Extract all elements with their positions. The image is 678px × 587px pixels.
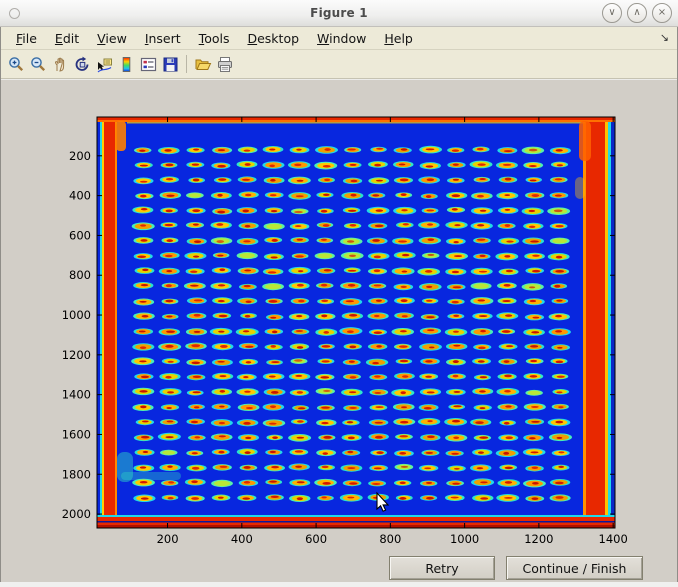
window-controls: ∨ ∧ × xyxy=(602,3,672,23)
y-tick-label: 1800 xyxy=(62,467,91,481)
toolbar xyxy=(1,50,677,79)
window-title: Figure 1 xyxy=(310,6,368,20)
y-tick-label: 800 xyxy=(69,268,91,282)
colorbar-icon xyxy=(122,56,130,72)
maximize-button[interactable]: ∧ xyxy=(627,3,647,23)
y-tick-label: 400 xyxy=(69,189,91,203)
x-tick-label: 1000 xyxy=(450,532,479,546)
menu-item-file[interactable]: File xyxy=(16,30,37,46)
x-tick-label: 400 xyxy=(231,532,253,546)
menu-item-tools[interactable]: Tools xyxy=(198,30,230,46)
menu-overflow-icon[interactable]: ↘ xyxy=(659,31,669,44)
open-file-button[interactable] xyxy=(192,53,214,75)
mouse-cursor xyxy=(376,491,390,512)
zoom-in-button[interactable] xyxy=(5,53,27,75)
retry-button[interactable]: Retry xyxy=(389,556,495,580)
x-tick-label: 200 xyxy=(157,532,179,546)
x-tick-label: 600 xyxy=(305,532,327,546)
menu-item-help[interactable]: Help xyxy=(384,30,413,46)
pan-button[interactable] xyxy=(49,53,71,75)
rotate-3d-button[interactable] xyxy=(71,53,93,75)
menu-item-view[interactable]: View xyxy=(97,30,127,46)
x-tick-label: 800 xyxy=(379,532,401,546)
titlebar: Figure 1 ∨ ∧ × xyxy=(0,0,678,27)
save-figure-button[interactable] xyxy=(159,53,181,75)
close-icon: × xyxy=(657,7,667,18)
menubar: File Edit View Insert Tools Desktop Window Help… xyxy=(1,27,677,50)
menu-item-edit[interactable]: Edit xyxy=(54,30,80,46)
rotate-3d-icon xyxy=(75,56,88,71)
menu-item-insert[interactable]: Insert xyxy=(144,30,181,46)
y-tick-label: 1600 xyxy=(62,427,91,441)
window-bottom-border xyxy=(0,582,678,587)
chevron-up-icon: ∧ xyxy=(633,7,641,18)
hand-icon xyxy=(54,57,64,72)
print-figure-button[interactable] xyxy=(214,53,236,75)
y-tick-label: 1400 xyxy=(62,388,91,402)
x-tick-label: 1200 xyxy=(524,532,553,546)
data-cursor-icon xyxy=(97,58,112,72)
save-icon xyxy=(163,57,177,71)
y-tick-label: 600 xyxy=(69,228,91,242)
printer-icon xyxy=(218,56,232,72)
insert-legend-button[interactable] xyxy=(137,53,159,75)
zoom-in-icon xyxy=(8,56,23,71)
data-cursor-button[interactable] xyxy=(93,53,115,75)
zoom-out-button[interactable] xyxy=(27,53,49,75)
y-tick-label: 2000 xyxy=(62,507,91,521)
menu-item-desktop[interactable]: Desktop xyxy=(247,30,300,46)
minimize-button[interactable]: ∨ xyxy=(602,3,622,23)
figure-axes[interactable]: 200 400 600 800 1000 1200 1400 200 400 600 800 1000… xyxy=(0,79,678,582)
close-button[interactable]: × xyxy=(652,3,672,23)
menu-item-window[interactable]: Window xyxy=(317,30,367,46)
folder-open-icon xyxy=(195,59,212,70)
axes-frame: 200 400 600 800 1000 1200 1400 200 400 600 800 1000… xyxy=(62,116,628,546)
y-tick-label: 1200 xyxy=(62,348,91,362)
y-tick-label: 1000 xyxy=(62,308,91,322)
legend-icon xyxy=(140,57,156,71)
zoom-out-icon xyxy=(30,56,45,71)
y-tick-label: 200 xyxy=(69,149,91,163)
membrane-image xyxy=(97,117,615,528)
figure-canvas: 200 400 600 800 1000 1200 1400 200 400 600 800 1000… xyxy=(1,80,677,582)
continue-finish-button[interactable]: Continue / Finish xyxy=(506,556,643,580)
toolbar-separator xyxy=(186,55,187,73)
chevron-down-icon: ∨ xyxy=(608,7,616,18)
insert-colorbar-button[interactable] xyxy=(115,53,137,75)
window-menu-icon[interactable] xyxy=(9,8,20,19)
x-tick-label: 1400 xyxy=(599,532,628,546)
